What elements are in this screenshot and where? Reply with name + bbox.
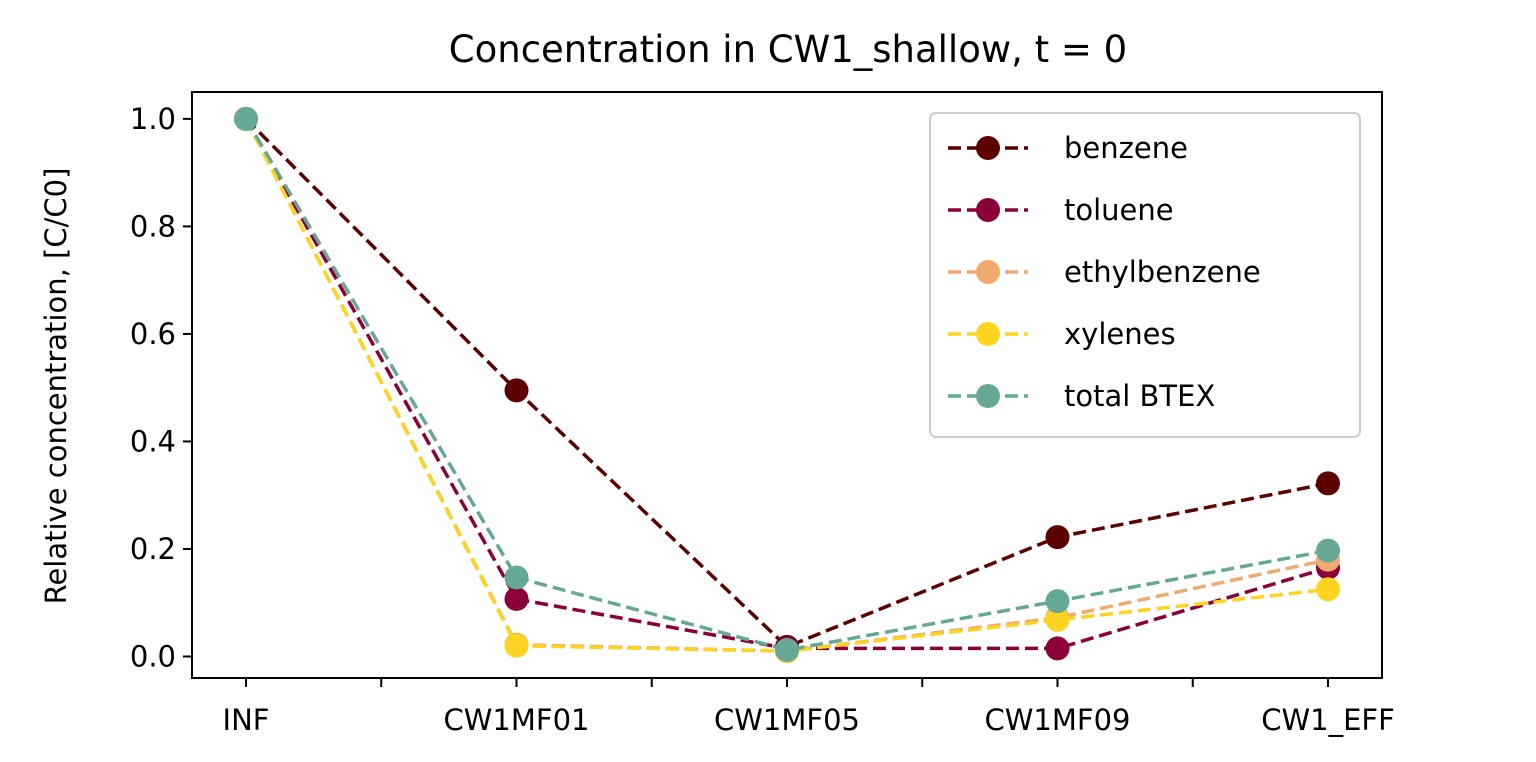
legend-label-toluene: toluene: [1064, 193, 1174, 227]
y-tick-label: 0.4: [130, 424, 176, 458]
y-tick-label: 1.0: [130, 102, 176, 136]
legend-label-total-btex: total BTEX: [1064, 379, 1215, 413]
legend-label-xylenes: xylenes: [1064, 317, 1176, 351]
data-point-xylenes: [1045, 607, 1070, 632]
data-point-total-btex: [775, 638, 799, 663]
data-point-toluene: [504, 586, 529, 611]
y-tick-label: 0.0: [130, 639, 176, 673]
x-tick-label: CW1MF09: [985, 703, 1131, 737]
legend-marker-ethylbenzene: [976, 260, 1000, 284]
legend-box: [929, 112, 1361, 438]
x-tick-label: CW1_EFF: [1261, 703, 1395, 737]
legend-marker-toluene: [976, 198, 1000, 222]
y-tick-label: 0.8: [130, 209, 176, 243]
series-line-total-btex: [244, 117, 1329, 652]
data-point-total-btex: [234, 106, 258, 131]
x-tick-label: CW1MF05: [714, 703, 860, 737]
data-point-total-btex: [1316, 538, 1340, 563]
data-point-xylenes: [504, 633, 529, 658]
x-tick-label: INF: [223, 703, 270, 737]
y-tick-label: 0.2: [130, 532, 176, 566]
y-axis-label: Relative concentration, [C/C0]: [39, 168, 73, 605]
x-tick-label: CW1MF01: [444, 703, 590, 737]
plot-area: 0.0 0.2 0.4 0.6 0.8 1.0 INF CW1MF01 CW1MF05 CW1MF…: [130, 91, 1395, 737]
data-point-benzene: [1045, 525, 1070, 550]
chart-title: Concentration in CW1_shallow, t = 0: [449, 28, 1127, 71]
data-point-total-btex: [1045, 589, 1070, 614]
data-point-benzene: [504, 378, 529, 403]
series-line-benzene: [244, 117, 1329, 649]
legend-label-ethylbenzene: ethylbenzene: [1064, 255, 1261, 289]
data-point-xylenes: [1316, 577, 1340, 602]
legend-marker-total-btex: [976, 384, 1000, 408]
data-point-total-btex: [504, 565, 529, 590]
y-tick-label: 0.6: [130, 317, 176, 351]
data-point-benzene: [1316, 471, 1340, 496]
legend-marker-xylenes: [976, 322, 1000, 346]
data-point-toluene: [1045, 636, 1070, 661]
legend: benzene toluene ethylbenzene xylenes total B…: [929, 112, 1361, 438]
legend-label-benzene: benzene: [1064, 131, 1188, 165]
legend-marker-benzene: [976, 136, 1000, 160]
